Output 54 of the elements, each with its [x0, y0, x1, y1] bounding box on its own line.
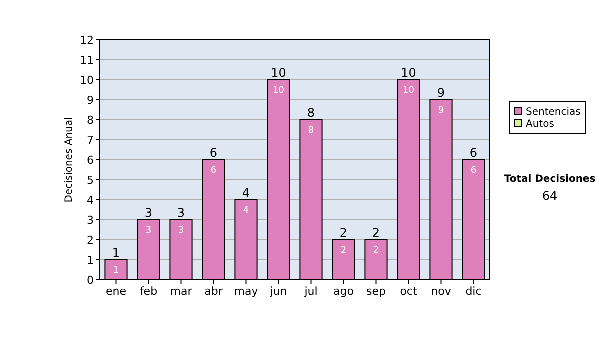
y-tick-label: 10 — [80, 74, 94, 87]
data-label: 10 — [403, 86, 415, 96]
y-tick-label: 7 — [87, 134, 94, 147]
y-tick-label: 12 — [80, 34, 94, 47]
y-tick-label: 11 — [80, 54, 94, 67]
y-tick-label: 8 — [87, 114, 94, 127]
data-label: 8 — [308, 126, 314, 136]
data-label: 3 — [178, 226, 184, 236]
data-label: 4 — [243, 206, 250, 216]
x-tick-label: nov — [431, 285, 452, 298]
total-label: 4 — [242, 186, 250, 200]
total-label: 10 — [401, 66, 416, 80]
text: 64 — [542, 189, 558, 203]
text: Total Decisiones — [504, 174, 596, 185]
y-tick-label: 1 — [87, 254, 94, 267]
total-label: 2 — [372, 226, 380, 240]
y-tick-label: 5 — [87, 174, 94, 187]
y-tick-label: 6 — [87, 154, 94, 167]
y-tick-label: 2 — [87, 234, 94, 247]
x-tick-label: dic — [466, 285, 482, 298]
x-tick-label: oct — [400, 285, 418, 298]
total-label: 6 — [470, 146, 478, 160]
x-tick-label: ene — [106, 285, 127, 298]
data-label: 2 — [373, 246, 380, 256]
total-label: 2 — [340, 226, 348, 240]
x-tick-label: feb — [140, 285, 158, 298]
y-tick-label: 0 — [87, 274, 94, 287]
total-label: 8 — [307, 106, 316, 120]
x-tick-label: mar — [170, 285, 193, 298]
total-label: 3 — [144, 206, 153, 220]
y-tick-label: 3 — [87, 214, 94, 227]
x-tick-label: sep — [366, 285, 386, 298]
data-label: 1 — [113, 266, 120, 276]
y-tick-label: 4 — [87, 194, 94, 207]
x-tick-label: jun — [269, 285, 288, 298]
total-label: 9 — [437, 86, 446, 100]
x-tick-label: abr — [204, 285, 224, 298]
x-tick-label: jul — [304, 285, 318, 298]
data-label: 6 — [470, 166, 477, 176]
legend-label: Autos — [526, 119, 554, 130]
x-tick-label: may — [234, 285, 259, 298]
total-label: 6 — [210, 146, 218, 160]
total-label: 10 — [271, 66, 286, 80]
x-tick-label: ago — [334, 285, 354, 298]
total-label: 3 — [177, 206, 186, 220]
data-label: 3 — [146, 226, 152, 236]
legend-label: Sentencias — [526, 107, 581, 118]
total-label: 1 — [112, 246, 120, 260]
data-label: 2 — [340, 246, 347, 256]
data-label: 9 — [438, 106, 444, 116]
y-tick-label: 9 — [87, 94, 94, 107]
y-axis-title: Decisiones Anual — [64, 117, 75, 203]
data-label: 6 — [210, 166, 217, 176]
data-label: 10 — [273, 86, 285, 96]
